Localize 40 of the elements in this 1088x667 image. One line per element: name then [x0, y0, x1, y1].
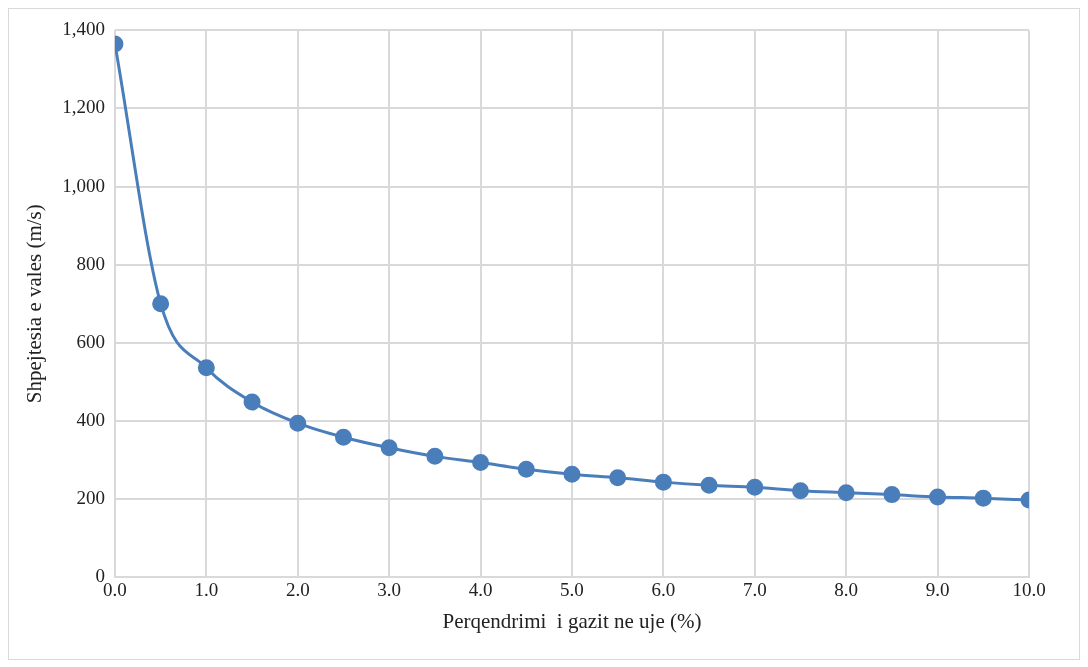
x-tick-label: 9.0: [925, 579, 950, 601]
x-tick-label: 8.0: [834, 579, 859, 601]
x-tick-label: 6.0: [651, 579, 676, 601]
y-tick-label: 1,400: [62, 18, 105, 40]
y-tick-label: 1,200: [62, 96, 105, 118]
x-tick-label: 1.0: [194, 579, 219, 601]
point: [426, 447, 444, 465]
y-tick-label: 0: [95, 564, 105, 586]
x-tick-label: 4.0: [468, 579, 493, 601]
point: [883, 486, 901, 504]
y-tick-label: 1,000: [62, 174, 105, 196]
point: [929, 488, 947, 506]
point: [837, 484, 855, 502]
y-tick-label: 200: [76, 486, 105, 508]
point: [380, 439, 398, 457]
x-tick-label: 5.0: [560, 579, 584, 601]
point: [243, 393, 261, 411]
point: [791, 482, 809, 500]
point: [289, 414, 307, 432]
point: [563, 465, 581, 483]
point: [974, 489, 992, 507]
point: [517, 460, 535, 478]
point: [152, 295, 170, 313]
point: [609, 469, 627, 487]
y-tick-label: 600: [76, 330, 105, 352]
point: [700, 476, 718, 494]
point: [472, 454, 490, 472]
x-tick-label: 0.0: [103, 579, 127, 601]
x-tick-label: 7.0: [742, 579, 767, 601]
x-tick-label: 2.0: [285, 579, 310, 601]
x-axis-title: Perqendrimi i gazit ne uje (%): [442, 608, 702, 633]
point: [654, 473, 672, 491]
x-tick-label: 10.0: [1012, 579, 1046, 601]
point: [334, 428, 352, 446]
y-axis-title: Shpejtesia e vales (m/s): [22, 204, 47, 404]
y-tick-label: 400: [76, 408, 105, 430]
y-tick-label: 800: [76, 252, 105, 274]
x-tick-label: 3.0: [377, 579, 402, 601]
point: [746, 478, 764, 496]
point: [197, 359, 215, 377]
